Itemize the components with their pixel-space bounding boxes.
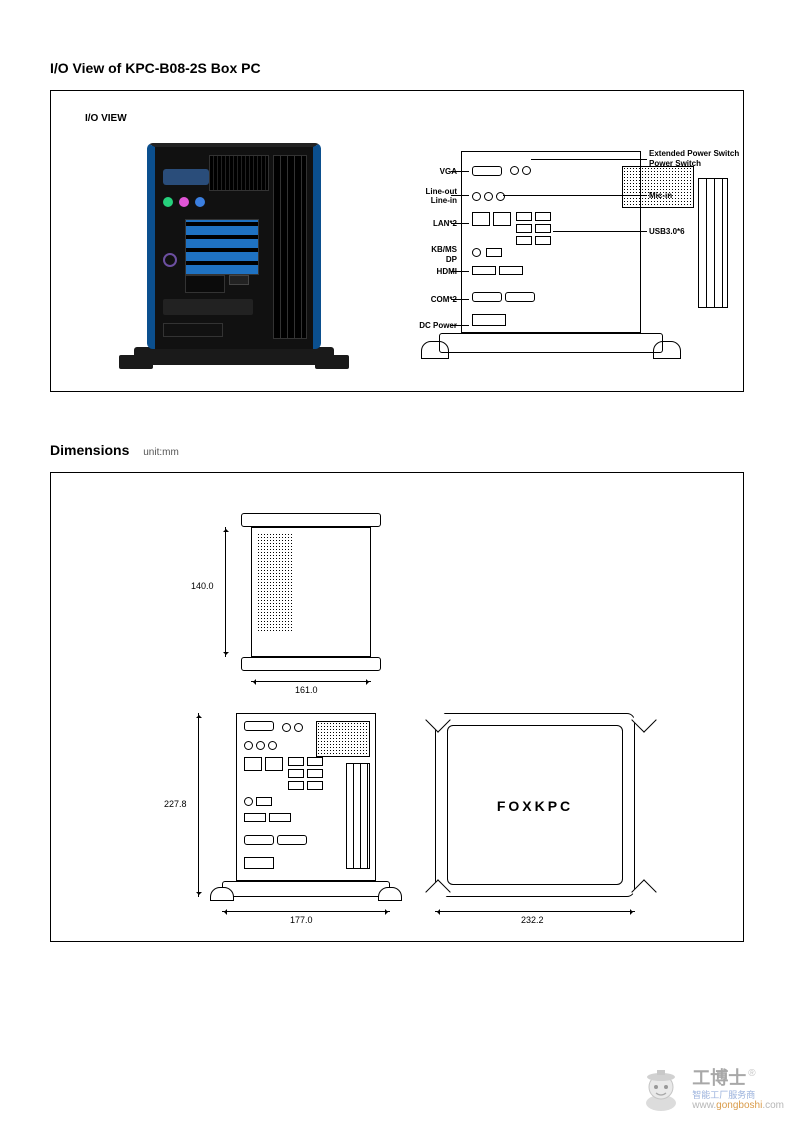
dim-front-h: 227.8 <box>164 799 187 809</box>
label-usb: USB3.0*6 <box>649 227 685 236</box>
io-subhead: I/O VIEW <box>85 113 127 124</box>
watermark-reg: ® <box>748 1068 755 1079</box>
label-psw: Power Switch <box>649 159 701 168</box>
watermark-icon <box>638 1067 684 1113</box>
label-micin: Mic-in <box>649 191 672 200</box>
dim-panel: 140.0 161.0 227.8 177.0 FOXKPC <box>50 472 744 942</box>
watermark-sub: 智能工厂服务商 <box>692 1090 784 1100</box>
dim-top-w: 161.0 <box>295 685 318 695</box>
io-panel: I/O VIEW <box>50 90 744 392</box>
dim-top-h: 140.0 <box>191 581 214 591</box>
product-photo <box>129 139 339 369</box>
watermark-name: 工博士 <box>692 1068 746 1088</box>
watermark-url: www.gongboshi.com <box>692 1100 784 1112</box>
dim-front-view: 227.8 177.0 <box>206 713 406 923</box>
dim-title: Dimensions <box>50 442 129 458</box>
io-lineart: VGA Line-out Line-in LAN*2 KB/MS DP HDMI… <box>391 145 721 371</box>
label-ext-psw: Extended Power Switch <box>649 149 739 158</box>
dim-top-view: 140.0 161.0 <box>221 513 391 683</box>
dim-side-w: 232.2 <box>521 915 544 925</box>
label-kbms: KB/MS <box>431 245 457 254</box>
watermark: 工博士® 智能工厂服务商 www.gongboshi.com <box>638 1067 784 1113</box>
dim-front-w: 177.0 <box>290 915 313 925</box>
brand-side: FOXKPC <box>431 798 639 814</box>
dim-side-view: FOXKPC 232.2 <box>431 713 651 923</box>
label-dp: DP <box>446 255 457 264</box>
dim-section-title: Dimensions unit:mm <box>50 442 744 458</box>
dim-unit: unit:mm <box>143 447 179 458</box>
io-section-title: I/O View of KPC-B08-2S Box PC <box>50 60 744 76</box>
label-linein: Line-in <box>431 196 457 205</box>
